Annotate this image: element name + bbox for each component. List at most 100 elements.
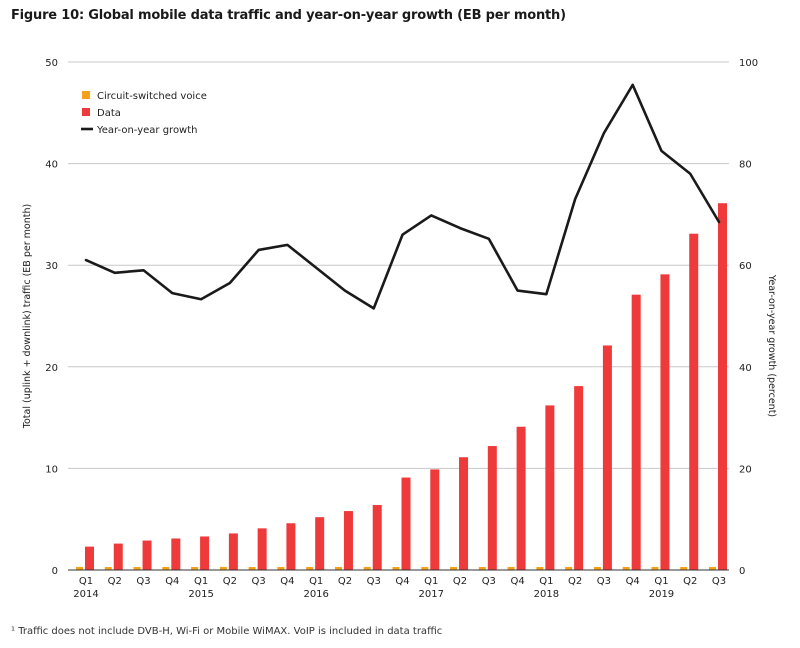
- y-left-tick-label: 10: [45, 464, 58, 475]
- x-tick-label: Q2: [568, 576, 582, 587]
- voice-bar: [565, 566, 573, 570]
- x-year-label: 2017: [419, 589, 444, 600]
- x-year-label: 2014: [73, 589, 98, 600]
- y-left-tick-label: 30: [45, 261, 58, 272]
- data-bar: [142, 540, 152, 570]
- data-bar: [315, 517, 325, 570]
- voice-bar: [219, 566, 227, 570]
- data-bar: [430, 469, 440, 570]
- voice-bar: [680, 566, 688, 570]
- voice-bar: [334, 566, 342, 570]
- x-tick-label: Q2: [338, 576, 352, 587]
- x-year-label: 2018: [534, 589, 559, 600]
- y-right-tick-label: 60: [739, 261, 752, 272]
- data-bar: [574, 386, 584, 570]
- y-right-tick-label: 0: [739, 566, 745, 577]
- x-tick-label: Q2: [453, 576, 467, 587]
- data-bar: [200, 536, 210, 570]
- data-bar: [286, 523, 296, 570]
- axes: 0 10 20 30 40 50 0 20 40 60 80 100 Total (uplink + d…: [22, 58, 777, 600]
- data-bar: [171, 538, 181, 570]
- x-tick-label: Q1: [309, 576, 323, 587]
- voice-bar: [363, 566, 371, 570]
- voice-bar: [593, 566, 601, 570]
- voice-bar: [133, 566, 141, 570]
- y-right-tick-label: 100: [739, 58, 758, 69]
- data-bar: [343, 511, 353, 570]
- data-bar: [487, 446, 497, 570]
- x-year-label: 2016: [303, 589, 328, 600]
- data-bar: [372, 504, 382, 570]
- growth-line-group: [84, 83, 721, 310]
- legend-swatch: [82, 108, 90, 116]
- voice-bar: [450, 566, 458, 570]
- voice-bar: [709, 566, 716, 570]
- data-bar: [602, 345, 612, 570]
- x-tick-label: Q3: [136, 576, 150, 587]
- data-bar: [631, 294, 641, 570]
- y-left-tick-label: 40: [45, 160, 58, 171]
- voice-bar: [76, 566, 83, 570]
- voice-bar: [162, 566, 170, 570]
- legend-swatch: [82, 91, 90, 99]
- data-bar: [228, 533, 238, 570]
- voice-bar: [392, 566, 400, 570]
- x-tick-label: Q3: [252, 576, 266, 587]
- voice-bar: [191, 566, 199, 570]
- x-year-label: 2015: [188, 589, 213, 600]
- voice-bar: [478, 566, 486, 570]
- y-left-tick-label: 0: [52, 566, 58, 577]
- legend-label: Data: [97, 108, 121, 119]
- legend: Circuit-switched voice Data Year-on-year g…: [81, 91, 207, 136]
- data-bar: [718, 203, 727, 570]
- data-bar: [689, 233, 699, 571]
- x-tick-label: Q3: [712, 576, 726, 587]
- x-tick-label: Q3: [482, 576, 496, 587]
- voice-bar: [306, 566, 314, 570]
- x-tick-label: Q4: [626, 576, 640, 587]
- y-left-axis-title: Total (uplink + downlink) traffic (EB pe…: [22, 204, 33, 429]
- data-bar: [401, 477, 411, 570]
- legend-label: Year-on-year growth: [96, 125, 198, 136]
- y-right-axis-title: Year-on-year growth (percent): [766, 274, 777, 417]
- y-right-tick-label: 80: [739, 160, 752, 171]
- voice-bar: [277, 566, 285, 570]
- data-bar: [459, 457, 469, 570]
- data-bar: [257, 528, 267, 570]
- y-left-tick-label: 20: [45, 363, 58, 374]
- x-year-label: 2019: [649, 589, 674, 600]
- gridlines: [68, 61, 729, 571]
- figure-title: Figure 10: Global mobile data traffic an…: [11, 8, 566, 23]
- x-tick-label: Q1: [194, 576, 208, 587]
- y-right-tick-label: 20: [739, 464, 752, 475]
- data-bar: [85, 546, 94, 570]
- voice-bar: [651, 566, 659, 570]
- voice-bar: [622, 566, 630, 570]
- voice-bar: [536, 566, 544, 570]
- x-tick-label: Q3: [597, 576, 611, 587]
- voice-bar: [104, 566, 112, 570]
- bars: [76, 203, 727, 571]
- voice-bar: [248, 566, 256, 570]
- x-tick-label: Q1: [539, 576, 553, 587]
- data-bar: [113, 543, 123, 570]
- x-tick-label: Q2: [108, 576, 122, 587]
- x-tick-label: Q3: [367, 576, 381, 587]
- x-tick-label: Q2: [223, 576, 237, 587]
- data-bar: [660, 274, 670, 570]
- x-tick-label: Q2: [683, 576, 697, 587]
- x-tick-label: Q4: [165, 576, 179, 587]
- y-left-tick-label: 50: [45, 58, 58, 69]
- data-bar: [516, 426, 526, 570]
- growth-line: [84, 83, 721, 310]
- x-tick-label: Q1: [424, 576, 438, 587]
- footnote: ¹ Traffic does not include DVB-H, Wi-Fi …: [11, 626, 443, 637]
- voice-bar: [507, 566, 515, 570]
- x-tick-label: Q4: [510, 576, 524, 587]
- legend-label: Circuit-switched voice: [97, 91, 207, 102]
- x-tick-label: Q1: [654, 576, 668, 587]
- x-tick-label: Q1: [79, 576, 93, 587]
- y-right-tick-label: 40: [739, 363, 752, 374]
- data-bar: [545, 405, 555, 570]
